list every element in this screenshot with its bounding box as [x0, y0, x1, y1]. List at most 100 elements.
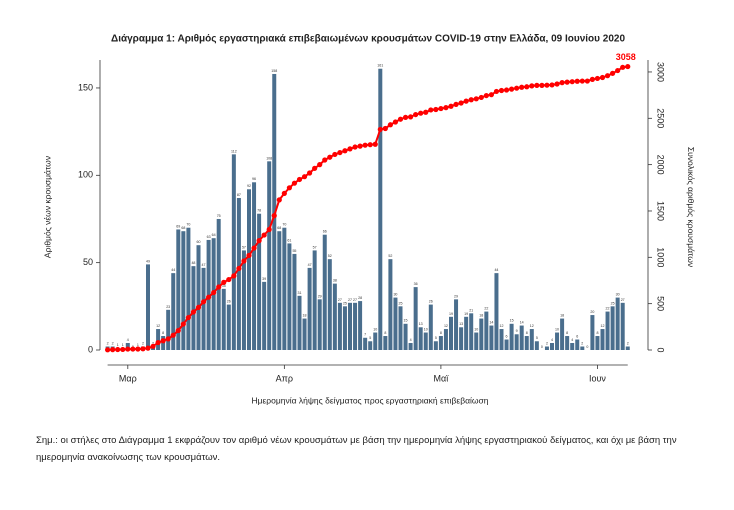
- bar: [550, 343, 554, 350]
- bar: [342, 306, 347, 350]
- bar-label: 60: [197, 240, 201, 244]
- bar: [312, 250, 317, 350]
- bar-label: 12: [530, 324, 534, 328]
- bar: [241, 250, 246, 350]
- bar-label: 161: [377, 64, 383, 68]
- line-point: [564, 79, 570, 85]
- line-point: [493, 88, 500, 95]
- line-point: [221, 279, 227, 285]
- line-point: [105, 347, 111, 353]
- y2-tick-label: 1500: [656, 201, 666, 221]
- bar-label: 29: [318, 294, 322, 298]
- bar-label: 20: [590, 310, 594, 314]
- bar-label: 47: [308, 263, 312, 267]
- line-point: [327, 154, 333, 160]
- bar: [600, 329, 605, 350]
- bar-label: 5: [536, 336, 538, 340]
- line-point: [579, 78, 585, 84]
- line-point: [524, 84, 530, 90]
- bar: [277, 231, 282, 350]
- bar-label: 10: [474, 327, 478, 331]
- line-point: [433, 106, 439, 113]
- bar-label: 8: [526, 331, 528, 335]
- bar: [504, 339, 509, 350]
- bar: [484, 311, 489, 350]
- line-point: [529, 83, 535, 89]
- bar: [171, 273, 176, 350]
- bar: [469, 313, 474, 350]
- y2-tick-label: 2500: [656, 108, 666, 128]
- bar-label: 61: [287, 238, 291, 242]
- line-point: [453, 101, 459, 107]
- bar-label: 92: [247, 184, 251, 188]
- line-point: [615, 67, 621, 74]
- line-point: [544, 82, 550, 88]
- bar-label: 13: [419, 322, 423, 326]
- line-point: [155, 339, 161, 346]
- bar: [353, 302, 358, 350]
- y2-tick-label: 500: [656, 296, 666, 311]
- line-point: [236, 265, 242, 272]
- bar-label: 68: [277, 226, 281, 230]
- bar-label: 27: [348, 298, 352, 302]
- bar-label: 87: [237, 193, 241, 197]
- bar: [196, 245, 201, 350]
- line-point: [211, 289, 217, 296]
- bar-label: 18: [303, 314, 307, 318]
- line-point: [539, 82, 545, 88]
- line-point: [145, 345, 151, 351]
- line-point: [438, 105, 444, 112]
- bar-label: 0: [541, 345, 543, 349]
- line-point: [423, 109, 429, 115]
- bar: [605, 311, 610, 350]
- bar-label: 96: [252, 177, 256, 181]
- bar-label: 47: [202, 263, 206, 267]
- bar: [570, 343, 575, 350]
- bar-label: 35: [222, 284, 226, 288]
- line-point: [594, 75, 601, 82]
- line-point: [488, 92, 494, 98]
- bar: [398, 306, 403, 350]
- line-point: [185, 314, 191, 321]
- bar: [272, 73, 277, 351]
- chart: Διάγραμμα 1: Αριθμός εργαστηριακά επιβεβ…: [42, 34, 696, 406]
- bar: [156, 329, 161, 350]
- line-point: [549, 82, 555, 88]
- bar-label: 29: [454, 294, 458, 298]
- bar-label: 27: [338, 298, 342, 302]
- x-tick-label: Ιουν: [589, 373, 606, 383]
- bar: [146, 264, 150, 350]
- bar: [625, 346, 630, 350]
- bar-label: 8: [440, 331, 442, 335]
- x-tick-label: Μαϊ: [434, 373, 450, 383]
- bar-label: 27: [621, 298, 625, 302]
- bar: [302, 318, 307, 350]
- line-point: [402, 114, 409, 120]
- line-point: [413, 111, 419, 118]
- bar-label: 25: [343, 301, 347, 305]
- bar: [438, 336, 443, 350]
- bar: [575, 339, 580, 350]
- line-point: [266, 226, 272, 233]
- bar: [413, 287, 418, 350]
- bar-label: 38: [333, 279, 337, 283]
- line: [107, 65, 628, 351]
- bar-label: 0: [586, 345, 588, 349]
- bar-label: 1: [122, 343, 124, 347]
- y-tick-label: 100: [78, 170, 93, 180]
- line-point: [190, 309, 197, 315]
- line-point: [312, 165, 318, 171]
- bar-label: 19: [464, 312, 468, 316]
- bar: [267, 161, 272, 350]
- x-axis-label: Ημερομηνία λήψης δείγματος προς εργαστηρ…: [251, 395, 488, 405]
- bar: [252, 182, 257, 350]
- x-tick-label: Μαρ: [119, 373, 137, 383]
- line-point: [200, 299, 207, 305]
- line-point: [206, 294, 212, 300]
- bar: [191, 266, 196, 350]
- line-point: [170, 332, 176, 338]
- bar-label: 2: [107, 341, 109, 345]
- bar: [166, 309, 171, 350]
- bar-label: 70: [282, 223, 286, 227]
- line-label: 3058: [616, 52, 636, 62]
